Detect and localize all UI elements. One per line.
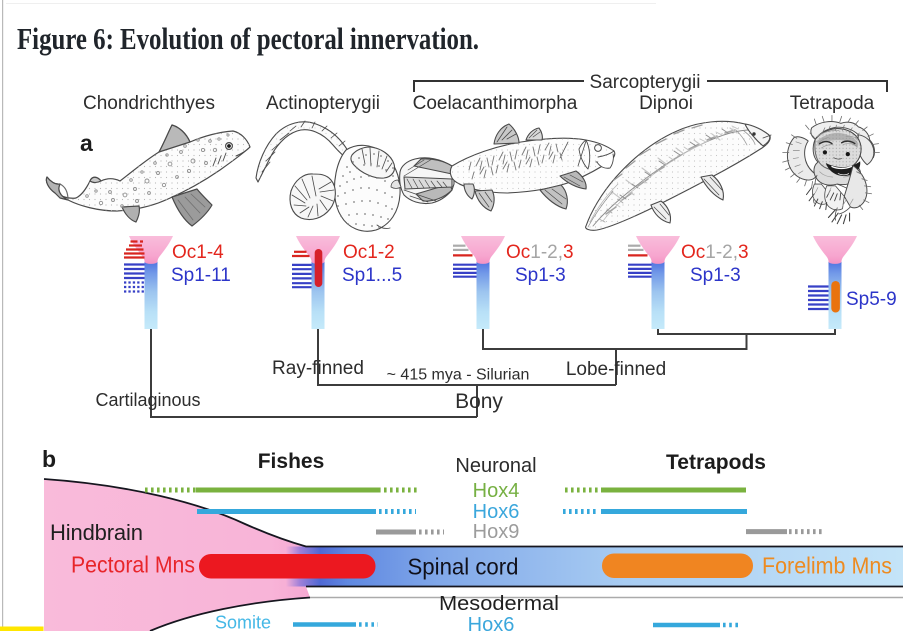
svg-text:Hox6: Hox6: [468, 614, 515, 631]
svg-text:Fishes: Fishes: [258, 450, 325, 473]
svg-text:Hox4: Hox4: [473, 480, 520, 502]
svg-text:a: a: [80, 130, 93, 156]
svg-text:Oc1-2,3: Oc1-2,3: [681, 242, 749, 263]
svg-text:Tetrapods: Tetrapods: [666, 451, 766, 474]
svg-text:Figure 6: Evolution of pectora: Figure 6: Evolution of pectoral innervat…: [17, 23, 479, 57]
svg-text:Hindbrain: Hindbrain: [50, 520, 143, 545]
svg-text:Actinopterygii: Actinopterygii: [266, 93, 380, 114]
svg-text:Spinal cord: Spinal cord: [408, 554, 519, 580]
svg-text:Hox6: Hox6: [473, 501, 520, 523]
svg-text:Oc1-2,3: Oc1-2,3: [506, 242, 574, 263]
svg-text:Tetrapoda: Tetrapoda: [790, 93, 875, 114]
svg-text:Sp1-11: Sp1-11: [171, 265, 231, 286]
svg-text:Lobe-finned: Lobe-finned: [566, 359, 666, 380]
svg-text:Somite: Somite: [215, 613, 271, 632]
svg-text:Chondrichthyes: Chondrichthyes: [83, 93, 215, 114]
svg-text:Hox9: Hox9: [473, 521, 520, 543]
svg-text:Neuronal: Neuronal: [455, 455, 536, 477]
svg-text:Cartilaginous: Cartilaginous: [95, 390, 200, 410]
svg-text:Pectoral Mns: Pectoral Mns: [71, 552, 195, 578]
svg-text:Dipnoi: Dipnoi: [639, 93, 693, 114]
svg-text:Forelimb Mns: Forelimb Mns: [762, 553, 892, 579]
svg-text:Sarcopterygii: Sarcopterygii: [590, 72, 701, 93]
svg-text:Sp5-9: Sp5-9: [846, 289, 897, 310]
svg-text:Sp1...5: Sp1...5: [342, 265, 402, 286]
svg-text:Sp1-3: Sp1-3: [515, 265, 566, 286]
svg-text:Bony: Bony: [455, 390, 503, 413]
svg-text:Oc1-2: Oc1-2: [343, 242, 395, 263]
svg-text:~ 415 mya - Silurian: ~ 415 mya - Silurian: [387, 367, 530, 384]
svg-text:Coelacanthimorpha: Coelacanthimorpha: [413, 93, 578, 114]
svg-text:Ray-finned: Ray-finned: [272, 358, 364, 379]
svg-text:b: b: [42, 446, 56, 472]
svg-text:Oc1-4: Oc1-4: [172, 242, 224, 263]
svg-text:Mesodermal: Mesodermal: [439, 593, 559, 615]
svg-text:Sp1-3: Sp1-3: [690, 265, 741, 286]
